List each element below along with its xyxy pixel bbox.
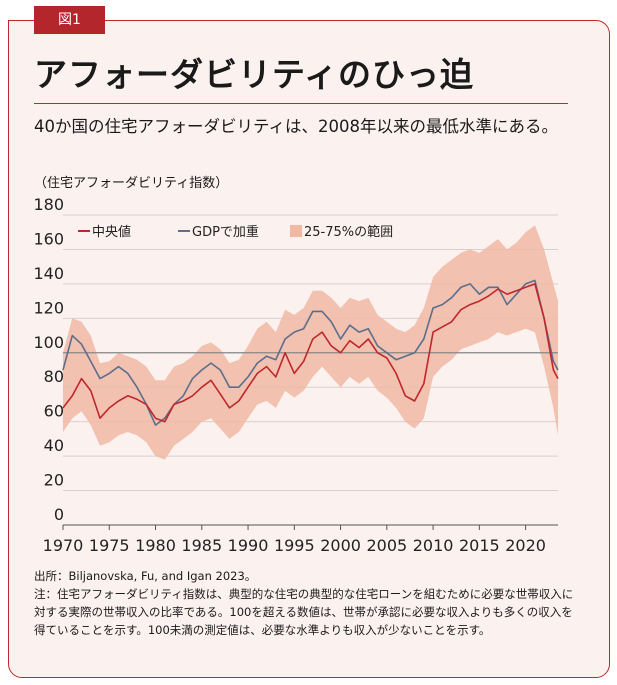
legend-item: GDPで加重 xyxy=(178,224,259,240)
interquartile-band xyxy=(63,225,558,460)
y-tick-label: 160 xyxy=(33,229,64,248)
legend-label: 中央値 xyxy=(92,224,131,240)
x-tick-label: 2010 xyxy=(413,536,454,555)
y-tick-label: 20 xyxy=(44,471,64,490)
x-tick-label: 2000 xyxy=(320,536,361,555)
title-divider xyxy=(34,103,568,104)
y-axis-unit-label: （住宅アフォーダビリティ指数） xyxy=(34,176,229,191)
x-tick-label: 1980 xyxy=(135,536,176,555)
median-line xyxy=(62,283,559,423)
y-tick-label: 100 xyxy=(33,333,64,352)
x-tick-label: 1995 xyxy=(274,536,315,555)
y-tick-label: 60 xyxy=(44,402,64,421)
y-tick-label: 0 xyxy=(54,505,64,524)
x-tick-label: 1975 xyxy=(89,536,130,555)
legend-swatch xyxy=(290,225,302,237)
y-tick-label: 80 xyxy=(44,367,64,386)
x-tick-label: 2015 xyxy=(459,536,500,555)
affordability-chart: 0 20 40 60 80 100 120 140 160 180 1970 1975 1980 1985… xyxy=(33,195,559,555)
chart-notes: 出所：Biljanovska, Fu, and Igan 2023。 注：住宅ア… xyxy=(34,567,574,639)
chart-subtitle: 40か国の住宅アフォーダビリティは、2008年以来の最低水準にある。 xyxy=(34,117,558,136)
x-tick-label: 1970 xyxy=(43,536,84,555)
x-tick-label: 2020 xyxy=(505,536,546,555)
x-tick-label: 1990 xyxy=(228,536,269,555)
legend-item: 中央値 xyxy=(78,224,131,240)
legend-item: 25-75%の範囲 xyxy=(290,225,393,240)
y-tick-label: 140 xyxy=(33,264,64,283)
y-tick-label: 180 xyxy=(33,195,64,214)
y-tick-label: 120 xyxy=(33,298,64,317)
source-text: 出所：Biljanovska, Fu, and Igan 2023。 xyxy=(34,569,257,583)
note-text: 注：住宅アフォーダビリティ指数は、典型的な住宅の典型的な住宅ローンを組むために必… xyxy=(34,587,574,637)
legend-label: GDPで加重 xyxy=(192,224,259,240)
legend-label: 25-75%の範囲 xyxy=(304,225,393,240)
chart-title: アフォーダビリティのひっ迫 xyxy=(34,55,475,94)
figure-label: 図1 xyxy=(34,6,105,34)
y-tick-label: 40 xyxy=(44,436,64,455)
x-tick-label: 2005 xyxy=(366,536,407,555)
x-tick-label: 1985 xyxy=(181,536,222,555)
